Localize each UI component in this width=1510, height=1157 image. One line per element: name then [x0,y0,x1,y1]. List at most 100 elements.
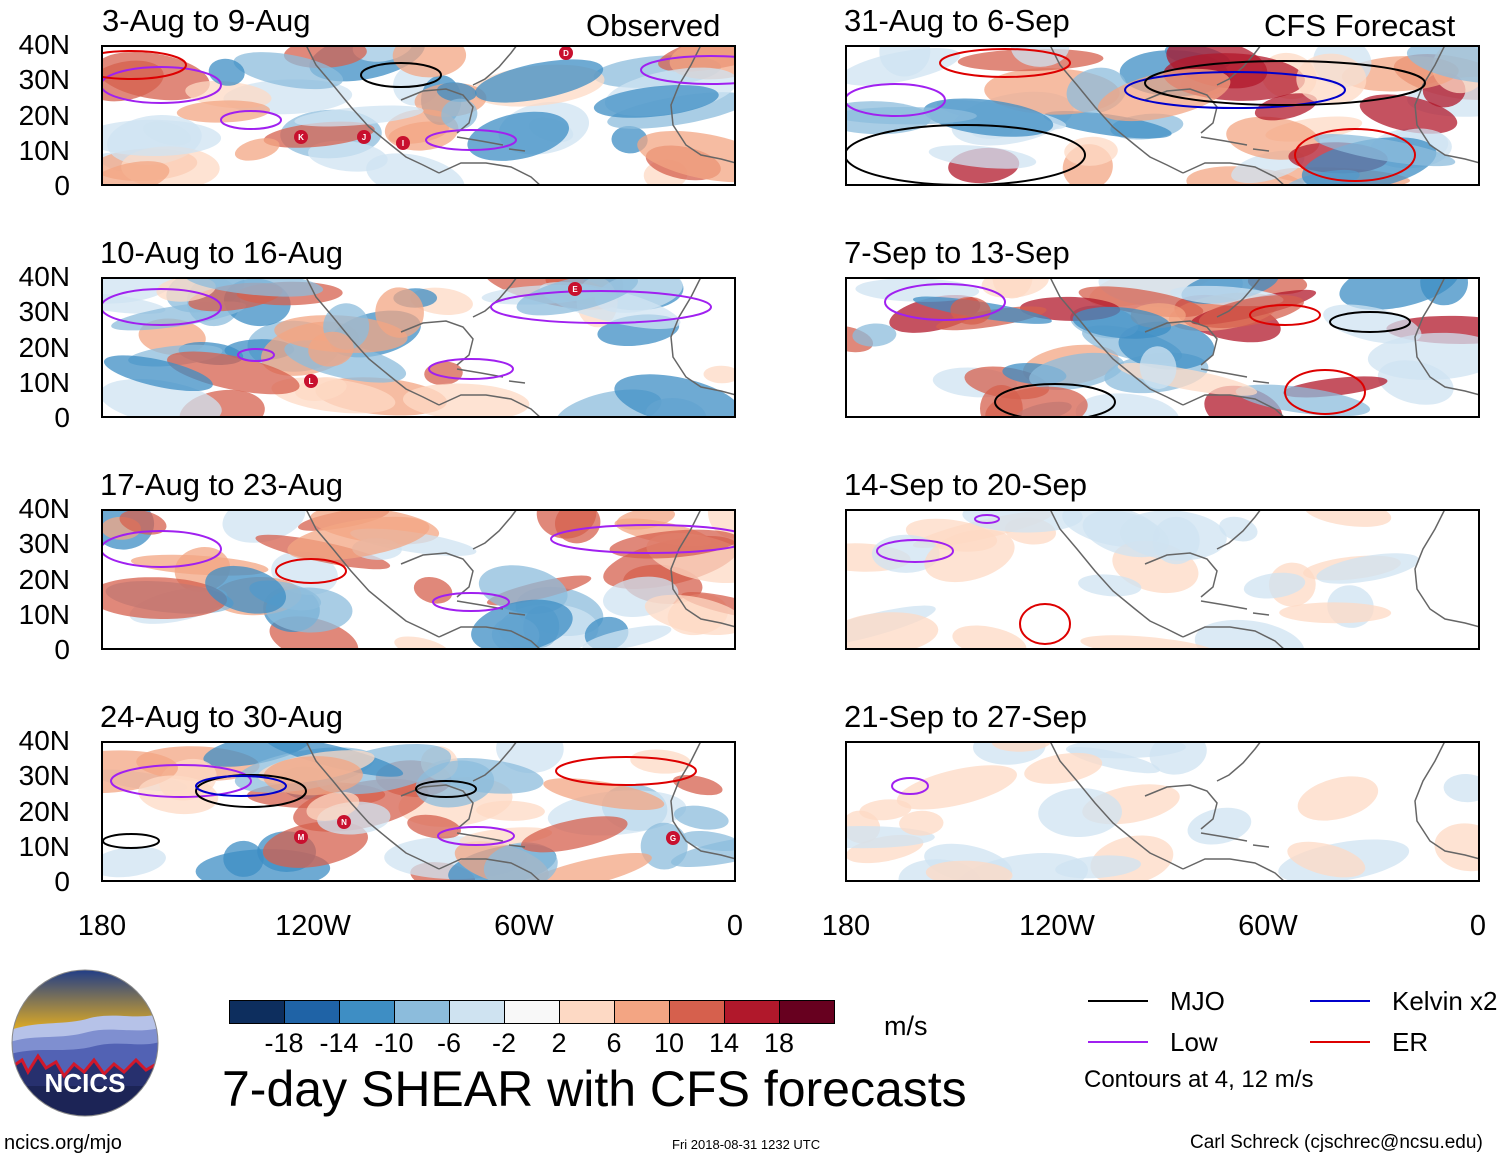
colorbar-label: -10 [374,1028,414,1058]
coastline [1200,600,1248,610]
storm-marker: K [294,130,308,144]
coastline [1200,368,1248,378]
svg-text:E: E [572,285,578,294]
map-panel-fc-1 [845,45,1480,186]
coastline [1049,509,1184,638]
coastline [1144,88,1218,134]
map-panel-fc-3 [845,509,1480,650]
coastline [670,509,736,628]
lon-label-60w-right: 60W [1238,910,1298,942]
coastline [1252,148,1270,152]
ncics-logo: NCICS [10,968,160,1118]
coastline [1144,784,1218,830]
svg-text:M: M [298,833,305,842]
contour-0 [110,764,252,798]
lat-label-row1-30n: 30N [18,64,70,96]
svg-text:K: K [298,133,304,142]
map-panel-fc-2 [845,277,1480,418]
lat-label-row2-30n: 30N [18,296,70,328]
contour-0 [891,777,929,795]
colorbar-label: 18 [763,1028,795,1058]
storm-marker: E [568,282,582,296]
svg-text:G: G [670,834,676,843]
footer-timestamp: Fri 2018-08-31 1232 UTC [672,1137,821,1152]
legend-low-label: Low [1170,1027,1218,1057]
panel-title-fc-3: 14-Sep to 20-Sep [844,467,1088,502]
coastline [456,832,504,842]
coastline [1414,45,1480,164]
colorbar-swatch [724,1000,780,1024]
lat-label-row1-40n: 40N [18,29,70,60]
coastline [400,88,474,134]
coastline [1182,162,1286,186]
coastline [400,552,474,598]
lat-label-row3-10n: 10N [18,598,70,630]
map-panel-obs-3 [101,509,736,650]
coastline [1144,320,1218,366]
coastline [438,162,542,186]
colorbar-label: 10 [653,1028,685,1058]
contour-5 [437,826,515,846]
coastline [1216,509,1262,550]
storm-marker: J [357,130,371,144]
colorbar-label: 6 [606,1028,622,1058]
contour-0 [101,530,222,568]
lon-label-60w-left: 60W [494,910,554,942]
coastline [1200,832,1248,842]
contour-0 [876,539,954,563]
coastline [1049,277,1184,406]
contour-1 [974,514,1000,524]
coastline [1182,858,1286,882]
lat-label-row1-0: 0 [54,170,70,201]
coastline [1414,277,1480,396]
contour-2 [195,775,287,797]
lon-label-120w-left: 120W [275,910,351,942]
contour-3 [994,383,1116,418]
contour-4 [102,833,160,849]
contour-1 [939,48,1071,78]
colorbar-swatch [504,1000,560,1024]
lat-label-row2-40n: 40N [18,261,70,292]
lat-label-row4-40n: 40N [18,725,70,756]
footer-url[interactable]: ncics.org/mjo [4,1132,122,1154]
colorbar-swatch [394,1000,450,1024]
lon-label-120w-right: 120W [1019,910,1095,942]
coastline [400,320,474,366]
coastline [1049,741,1184,870]
contour-3 [555,756,697,786]
colorbar-swatch [449,1000,505,1024]
storm-marker: L [304,374,318,388]
lat-label-row2-10n: 10N [18,366,70,398]
coastline [305,277,440,406]
lon-label-180-left: 180 [77,910,127,942]
storm-marker: D [559,46,573,60]
lat-label-row4-10n: 10N [18,830,70,862]
contour-2 [1329,311,1411,333]
svg-text:L: L [309,377,314,386]
contour-2 [360,62,442,88]
coastline [305,741,440,870]
coastline [400,784,474,830]
colorbar-label: -2 [491,1028,517,1058]
legend-mjo-label: MJO [1170,986,1225,1016]
contour-5 [425,129,517,151]
contour-2 [1124,71,1346,109]
colorbar-label: -14 [319,1028,359,1058]
coastline [508,380,526,384]
footer-author: Carl Schreck (cjschrec@ncsu.edu) [1190,1132,1483,1153]
coastline [1414,741,1480,860]
map-panel-obs-1: K J I D [101,45,736,186]
lat-label-row3-30n: 30N [18,528,70,560]
storm-marker: N [337,815,351,829]
lon-label-0-left: 0 [726,910,744,942]
coastline [1252,844,1270,848]
storm-marker: I [396,136,410,150]
coastline [472,277,518,318]
colorbar-units: m/s [884,1011,928,1041]
legend-mjo-line [1088,1000,1148,1002]
legend-kelvin-line [1310,1000,1370,1002]
svg-text:I: I [402,139,404,148]
coastline [1216,741,1262,782]
contour-4 [1284,369,1366,415]
